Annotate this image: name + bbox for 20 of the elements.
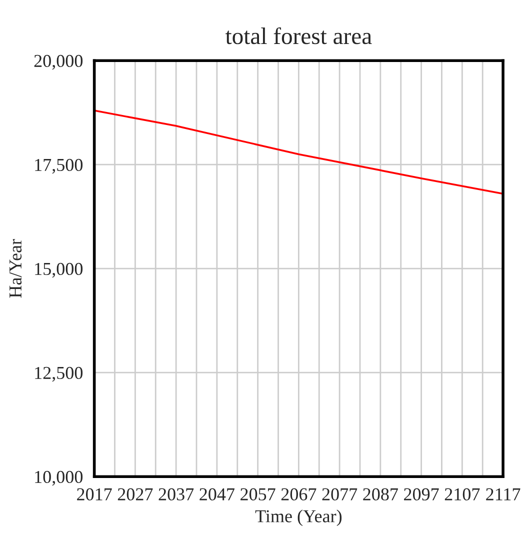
y-tick-label: 12,500 <box>35 366 83 382</box>
x-tick-label: 2057 <box>240 488 276 500</box>
x-tick-label: 2027 <box>118 488 153 500</box>
x-tick-label: 2077 <box>322 488 358 500</box>
y-axis-title: Ha/Year <box>9 239 22 298</box>
x-tick-label: 2037 <box>158 488 194 500</box>
line-series <box>94 110 504 195</box>
x-tick-label: 2047 <box>200 488 234 500</box>
y-tick-label: 15,000 <box>35 262 83 278</box>
y-tick-label: 10,000 <box>35 470 83 486</box>
x-tick-label: 2087 <box>363 488 398 500</box>
x-tick-label: 2017 <box>77 488 112 500</box>
y-tick-label: 17,500 <box>35 158 83 174</box>
chart-title: total forest area <box>225 27 372 44</box>
x-axis-title: Time (Year) <box>255 510 342 526</box>
x-tick-label: 2097 <box>404 488 439 500</box>
x-tick-label: 2117 <box>486 488 520 500</box>
x-tick-label: 2107 <box>444 488 480 500</box>
x-tick-label: 2067 <box>281 488 316 500</box>
y-tick-label: 20,000 <box>34 54 83 70</box>
